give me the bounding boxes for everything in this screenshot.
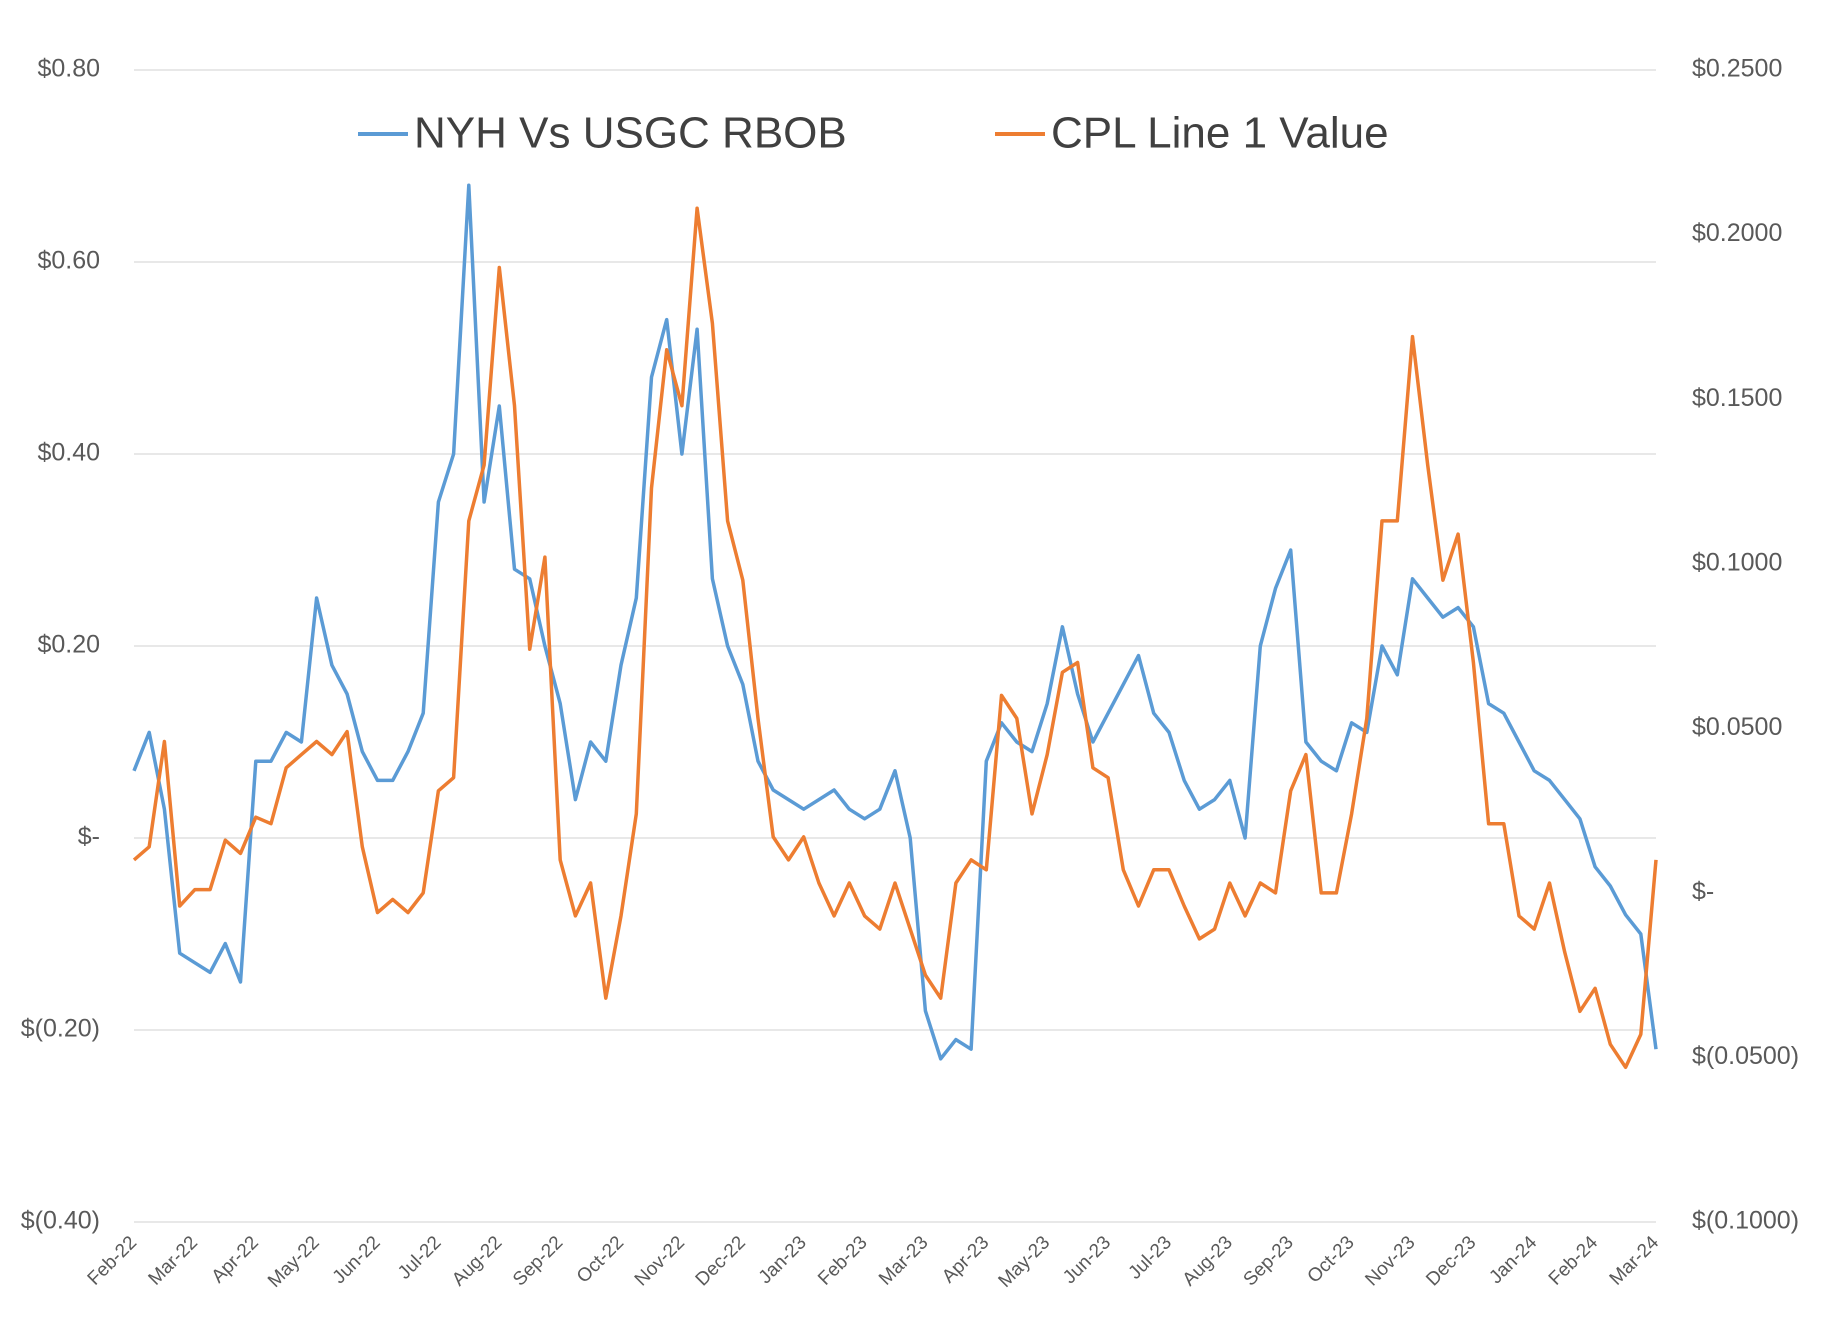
y2-tick-label: $0.1500 [1692,384,1782,412]
series-line [132,206,1658,1070]
y-tick-label: $0.20 [37,631,100,659]
y-tick-label: $- [78,823,100,851]
y2-tick-label: $0.1000 [1692,548,1782,576]
y-tick-label: $(0.20) [21,1015,100,1043]
y-tick-label: $0.40 [37,439,100,467]
y-tick-label: $(0.40) [21,1207,100,1235]
y2-tick-label: $0.0500 [1692,713,1782,741]
y2-tick-label: $0.2000 [1692,219,1782,247]
y2-tick-label: $- [1692,877,1714,905]
legend-label: NYH Vs USGC RBOB [414,109,847,158]
y-tick-label: $0.60 [37,247,100,275]
series-line [132,183,1658,1061]
y2-tick-label: $0.2500 [1692,55,1782,83]
y-tick-label: $0.80 [37,55,100,83]
legend-label: CPL Line 1 Value [1051,109,1389,158]
y2-tick-label: $(0.1000) [1692,1207,1799,1235]
y2-tick-label: $(0.0500) [1692,1042,1799,1070]
